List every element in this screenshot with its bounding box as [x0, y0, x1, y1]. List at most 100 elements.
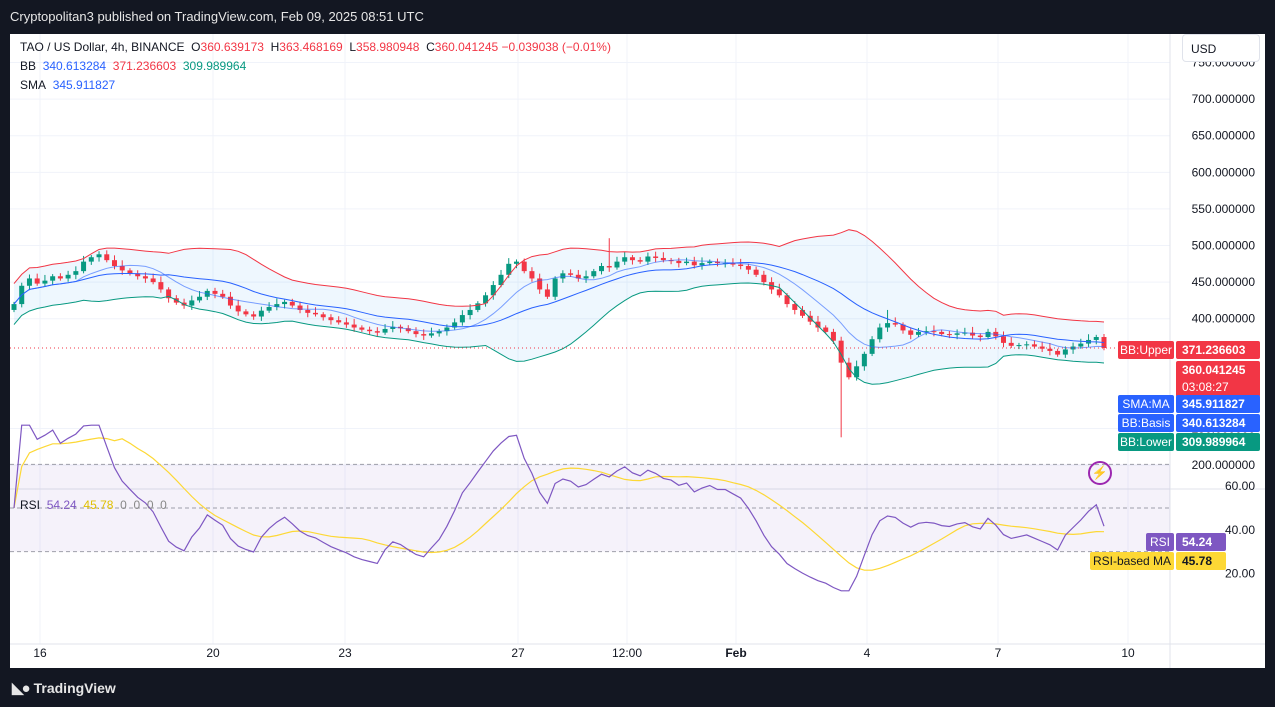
- time-tick-label: 10: [1121, 646, 1135, 660]
- rsi-extra-4: 0: [160, 498, 167, 512]
- price-tag-label: BB:Basis: [1122, 416, 1171, 430]
- candle-body: [707, 261, 713, 264]
- candle-body: [320, 314, 326, 318]
- chart-panel[interactable]: 750.000000 700.000000 650.000000 600.000000…: [10, 34, 1265, 668]
- candle-body: [142, 276, 148, 279]
- sma-legend: SMA 345.911827: [20, 78, 115, 92]
- candle-body: [382, 328, 388, 333]
- time-axis: 16 20 23 27 12:00 Feb 4 7 10: [33, 646, 1135, 660]
- candle-body: [792, 304, 798, 310]
- rsi-tag-label: RSI: [1150, 535, 1170, 549]
- bollinger-band-fill: [14, 229, 1104, 385]
- high-value: 363.468169: [279, 40, 343, 54]
- candle-body: [529, 271, 535, 279]
- candle-body: [676, 260, 682, 264]
- sma-value: 345.911827: [52, 78, 116, 92]
- bb-lower-value: 309.989964: [182, 59, 247, 73]
- candle-body: [282, 301, 288, 305]
- candle-body: [606, 266, 612, 268]
- rsi-pane: 60.00 40.00 20.00: [10, 424, 1255, 592]
- candle-body: [1078, 343, 1084, 347]
- candle-body: [158, 282, 164, 290]
- candle-body: [861, 353, 867, 367]
- candle-body: [637, 260, 643, 262]
- time-tick-label: 20: [206, 646, 220, 660]
- candle-body: [197, 296, 203, 301]
- candle-body: [931, 331, 937, 333]
- candle-body: [436, 331, 442, 334]
- candle-body: [985, 331, 991, 338]
- time-tick-label: 12:00: [612, 646, 642, 660]
- publish-header: Cryptopolitan3 published on TradingView.…: [0, 0, 1275, 34]
- candle-body: [1055, 350, 1061, 355]
- price-tick-label: 500.000000: [1192, 239, 1256, 253]
- price-tag-label-box: [1118, 341, 1174, 359]
- price-chart[interactable]: 750.000000700.000000650.000000600.000000…: [10, 34, 1265, 668]
- tradingview-logo[interactable]: ◣● TradingView: [12, 679, 116, 697]
- candle-body: [645, 256, 651, 262]
- price-tag-label-box: [1118, 433, 1174, 451]
- candle-body: [1101, 337, 1107, 348]
- candle-body: [235, 305, 241, 312]
- candle-body: [622, 257, 628, 262]
- price-tag-value: 309.989964: [1182, 435, 1246, 449]
- price-tag-value: 340.613284: [1182, 416, 1246, 430]
- price-tick-label: 650.000000: [1192, 129, 1256, 143]
- indicator-lines: [10, 229, 1170, 385]
- rsi-tick-label: 60.00: [1225, 479, 1255, 493]
- price-tick-label: 400.000000: [1192, 312, 1256, 326]
- price-tag-countdown: 03:08:27: [1182, 380, 1229, 394]
- candle-body: [312, 312, 318, 315]
- candle-body: [81, 261, 87, 272]
- candle-body: [738, 264, 744, 267]
- candle-body: [544, 289, 550, 297]
- candle-body: [977, 335, 983, 338]
- alert-lightning-icon[interactable]: ⚡: [1088, 461, 1112, 485]
- close-label: C: [426, 40, 435, 54]
- rsi-extra-2: 0: [133, 498, 141, 512]
- candle-body: [220, 293, 226, 297]
- candle-body: [900, 324, 906, 331]
- brand-label: TradingView: [33, 680, 116, 696]
- price-tag-box: [1176, 341, 1260, 359]
- candle-body: [815, 321, 821, 328]
- candle-body: [970, 332, 976, 336]
- price-tick-label: 550.000000: [1192, 202, 1256, 216]
- tv-logo-icon: ◣●: [12, 680, 31, 697]
- candle-body: [490, 285, 496, 296]
- bb-label: BB: [20, 59, 37, 73]
- candle-body: [753, 269, 759, 275]
- price-tag-value: 371.236603: [1182, 343, 1246, 357]
- price-tick-label: 600.000000: [1192, 165, 1256, 179]
- candle-body: [684, 261, 690, 264]
- candle-body: [653, 256, 659, 258]
- candle-body: [1093, 337, 1099, 340]
- rsi-line: [13, 424, 1105, 592]
- rsi-extra-1: 0: [120, 498, 127, 512]
- candle-body: [343, 322, 349, 325]
- candle-body: [212, 290, 218, 294]
- candle-body: [1008, 342, 1014, 346]
- candle-body: [119, 266, 125, 271]
- candle-body: [26, 278, 32, 286]
- candle-body: [34, 278, 40, 284]
- time-tick-label: 16: [33, 646, 47, 660]
- candle-body: [800, 309, 806, 316]
- candle-body: [328, 317, 334, 321]
- candle-body: [351, 324, 357, 328]
- candle-body: [390, 326, 396, 329]
- candle-body: [1047, 348, 1053, 351]
- currency-button[interactable]: USD: [1182, 34, 1260, 62]
- rsi-band: [10, 464, 1170, 552]
- price-tick-label: 200.000000: [1192, 458, 1256, 472]
- candle-body: [266, 307, 272, 311]
- candle-body: [96, 254, 102, 258]
- candle-body: [1016, 345, 1022, 347]
- candle-body: [1062, 349, 1068, 355]
- rsi-label: RSI: [20, 498, 41, 512]
- candle-body: [73, 271, 79, 275]
- rsi-tag-label-box: [1090, 552, 1174, 570]
- candle-body: [104, 254, 110, 261]
- candle-body: [939, 331, 945, 335]
- candle-body: [745, 266, 751, 270]
